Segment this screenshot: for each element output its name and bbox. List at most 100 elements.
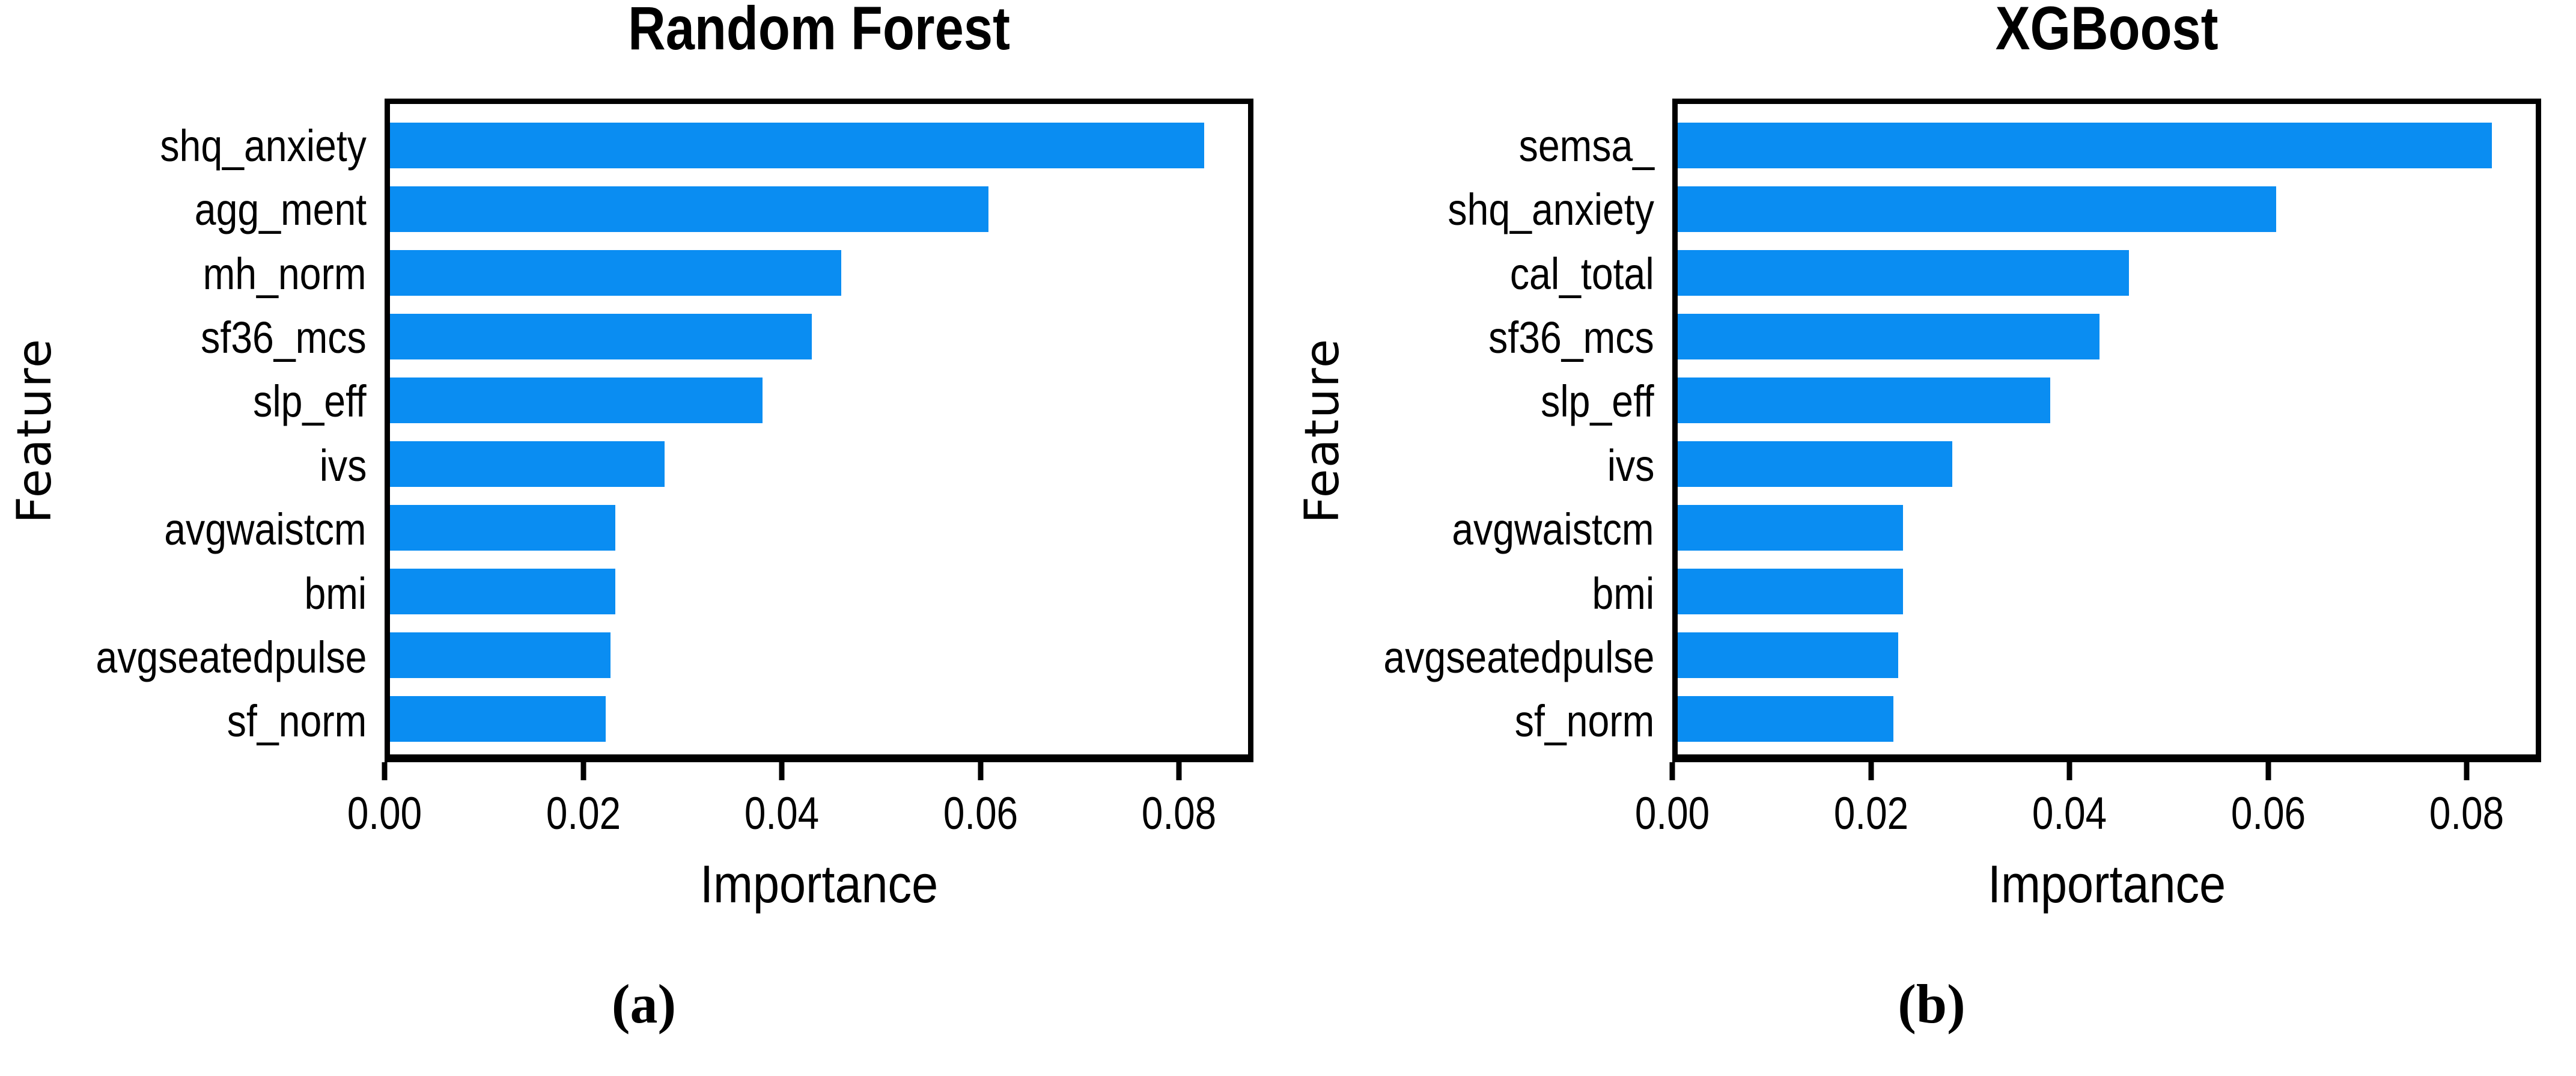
- y-tick-row: mh_norm: [69, 242, 385, 305]
- y-axis-label: Feature: [7, 337, 62, 524]
- bar-avgwaistcm: [390, 505, 616, 551]
- bar-row-ivs: [390, 432, 1248, 496]
- y-tick-row: ivs: [69, 433, 385, 497]
- bar-row-slp_eff: [1678, 368, 2536, 432]
- x-tick-label-0.00: 0.00: [347, 788, 422, 839]
- y-tick-label-avgwaistcm: avgwaistcm: [164, 504, 367, 555]
- bar-row-shq_anxiety: [390, 114, 1248, 177]
- y-tick-label-sf36_mcs: sf36_mcs: [1488, 312, 1654, 362]
- y-tick-row: cal_total: [1357, 242, 1672, 305]
- y-tick-labels: semsa_ shq_anxiety cal_total sf36_mcs slp_ef…: [1357, 99, 1672, 762]
- x-tick-label-0.04: 0.04: [744, 788, 820, 839]
- bar-bmi: [1678, 569, 1904, 614]
- bar-row-avgseatedpulse: [390, 623, 1248, 687]
- x-tick-mark-0.00: [382, 762, 388, 780]
- bar-row-sf36_mcs: [1678, 305, 2536, 368]
- x-axis-label-row: Importance: [0, 845, 1288, 947]
- x-tick-mark-0.00: [1669, 762, 1675, 780]
- subfigure-caption-a: (a): [611, 973, 677, 1035]
- y-tick-label-shq_anxiety: shq_anxiety: [160, 120, 367, 171]
- y-tick-label-bmi: bmi: [1592, 568, 1654, 619]
- y-tick-row: bmi: [1357, 561, 1672, 625]
- y-tick-label-cal_total: cal_total: [1510, 248, 1654, 299]
- y-tick-label-semsa_: semsa_: [1518, 120, 1654, 171]
- x-axis-ticks: 0.00 0.02 0.04 0.06 0.08: [1635, 762, 2541, 845]
- x-tick-mark-0.02: [1868, 762, 1874, 780]
- y-tick-row: sf_norm: [69, 689, 385, 753]
- y-tick-label-avgseatedpulse: avgseatedpulse: [95, 632, 367, 682]
- x-axis-label-text: Importance: [1987, 854, 2226, 914]
- y-tick-label-ivs: ivs: [319, 440, 367, 491]
- bar-ivs: [1678, 441, 1952, 487]
- y-tick-row: sf36_mcs: [69, 305, 385, 369]
- title-row: XGBoost: [1288, 0, 2575, 99]
- x-tick-label-0.06: 0.06: [943, 788, 1018, 839]
- bar-avgseatedpulse: [1678, 632, 1899, 678]
- y-tick-label-mh_norm: mh_norm: [203, 248, 367, 299]
- bar-row-sf_norm: [390, 687, 1248, 751]
- bar-row-mh_norm: [390, 241, 1248, 305]
- y-tick-row: avgseatedpulse: [69, 625, 385, 689]
- y-tick-row: sf_norm: [1357, 689, 1672, 753]
- y-tick-row: semsa_: [1357, 114, 1672, 177]
- bar-mh_norm: [390, 250, 841, 296]
- bar-sf_norm: [390, 696, 606, 742]
- title-row: Random Forest: [0, 0, 1288, 99]
- bar-shq_anxiety: [1678, 186, 2276, 232]
- y-tick-label-agg_ment: agg_ment: [194, 185, 367, 235]
- y-tick-row: shq_anxiety: [69, 114, 385, 177]
- bar-row-ivs: [1678, 432, 2536, 496]
- x-tick-mark-0.08: [1176, 762, 1182, 780]
- chart-area: Feature shq_anxiety agg_ment mh_norm sf36_m…: [0, 99, 1288, 762]
- x-axis-ticks: 0.00 0.02 0.04 0.06 0.08: [347, 762, 1253, 845]
- x-tick-label-0.08: 0.08: [2429, 788, 2504, 839]
- chart-title-text: XGBoost: [1995, 0, 2218, 63]
- y-tick-label-sf_norm: sf_norm: [227, 696, 367, 747]
- y-tick-row: slp_eff: [69, 370, 385, 433]
- bar-row-bmi: [1678, 560, 2536, 623]
- x-tick-mark-0.04: [2066, 762, 2072, 780]
- x-tick-mark-0.04: [779, 762, 785, 780]
- bar-row-cal_total: [1678, 241, 2536, 305]
- caption-row: (b): [1288, 947, 2575, 1076]
- chart-panel-random-forest: Random Forest Feature shq_anxiety agg_men…: [0, 0, 1288, 1076]
- bar-slp_eff: [390, 378, 763, 423]
- bar-row-bmi: [390, 560, 1248, 623]
- bar-row-shq_anxiety: [1678, 177, 2536, 241]
- x-tick-mark-0.08: [2464, 762, 2470, 780]
- bar-ivs: [390, 441, 665, 487]
- y-tick-label-shq_anxiety: shq_anxiety: [1448, 185, 1654, 235]
- x-axis-label-row: Importance: [1288, 845, 2575, 947]
- y-axis-label-column: Feature: [1288, 99, 1357, 762]
- bar-row-slp_eff: [390, 368, 1248, 432]
- y-tick-label-sf_norm: sf_norm: [1514, 696, 1654, 747]
- bar-shq_anxiety: [390, 123, 1204, 168]
- y-axis-label: Feature: [1295, 337, 1350, 524]
- y-tick-row: agg_ment: [69, 177, 385, 241]
- y-tick-label-bmi: bmi: [304, 568, 367, 619]
- y-tick-label-avgseatedpulse: avgseatedpulse: [1383, 632, 1654, 682]
- y-tick-label-slp_eff: slp_eff: [253, 376, 367, 427]
- bar-semsa_: [1678, 123, 2492, 168]
- bar-bmi: [390, 569, 616, 614]
- x-tick-label-0.02: 0.02: [1833, 788, 1908, 839]
- y-tick-row: avgseatedpulse: [1357, 625, 1672, 689]
- bar-cal_total: [1678, 250, 2129, 296]
- chart-title-text: Random Forest: [628, 0, 1010, 63]
- x-tick-label-0.00: 0.00: [1634, 788, 1710, 839]
- plot-box: [385, 99, 1253, 762]
- chart-title: Random Forest: [385, 0, 1253, 64]
- bar-row-agg_ment: [390, 177, 1248, 241]
- bar-slp_eff: [1678, 378, 2051, 423]
- y-tick-label-avgwaistcm: avgwaistcm: [1452, 504, 1654, 555]
- y-tick-row: bmi: [69, 561, 385, 625]
- bar-row-avgwaistcm: [390, 496, 1248, 560]
- y-tick-row: ivs: [1357, 433, 1672, 497]
- x-axis-label: Importance: [1672, 854, 2541, 915]
- x-tick-label-0.06: 0.06: [2230, 788, 2306, 839]
- bar-row-avgwaistcm: [1678, 496, 2536, 560]
- x-tick-mark-0.02: [580, 762, 586, 780]
- y-axis-label-column: Feature: [0, 99, 69, 762]
- caption-row: (a): [0, 947, 1288, 1076]
